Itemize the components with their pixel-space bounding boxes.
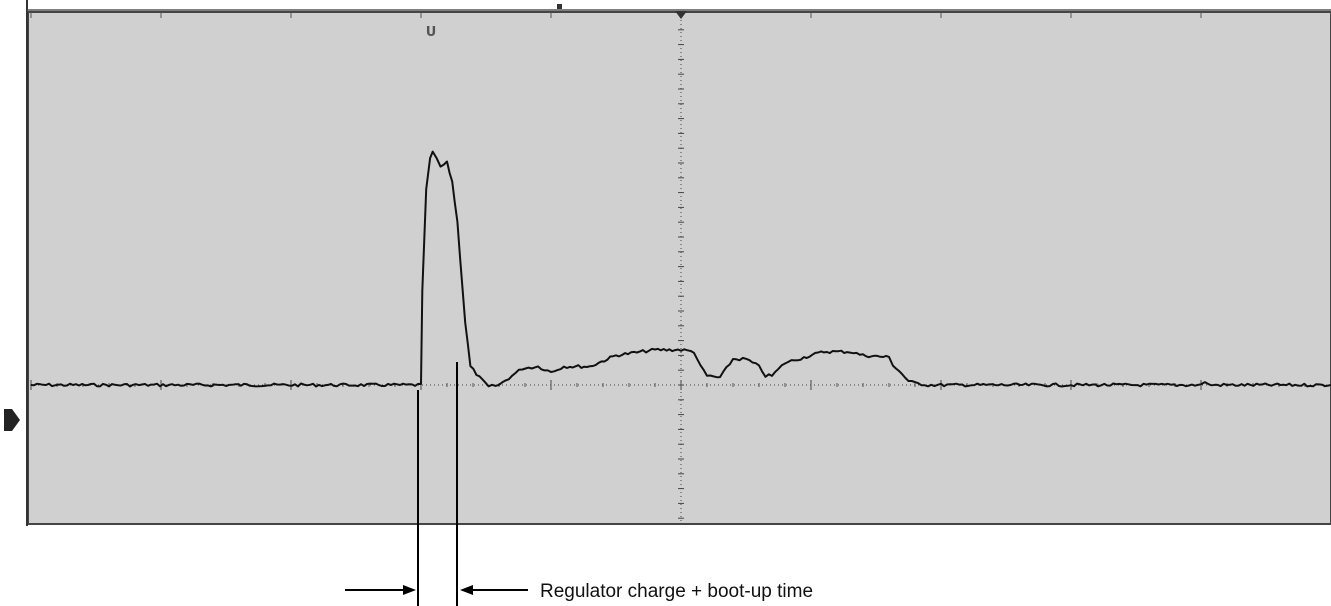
top-tick-icon (557, 4, 562, 9)
time-bracket (345, 362, 528, 606)
series-line (30, 150, 1331, 388)
annotation-label: Regulator charge + boot-up time (540, 581, 813, 602)
signal-trace (30, 150, 1331, 388)
ground-reference-icon (4, 409, 20, 431)
right-pointing-arrow-icon (403, 585, 416, 595)
left-pointing-arrow-icon (460, 585, 473, 595)
scope-screen (27, 11, 1331, 525)
trigger-position-icon (675, 11, 687, 19)
trigger-marker: U (426, 25, 437, 40)
